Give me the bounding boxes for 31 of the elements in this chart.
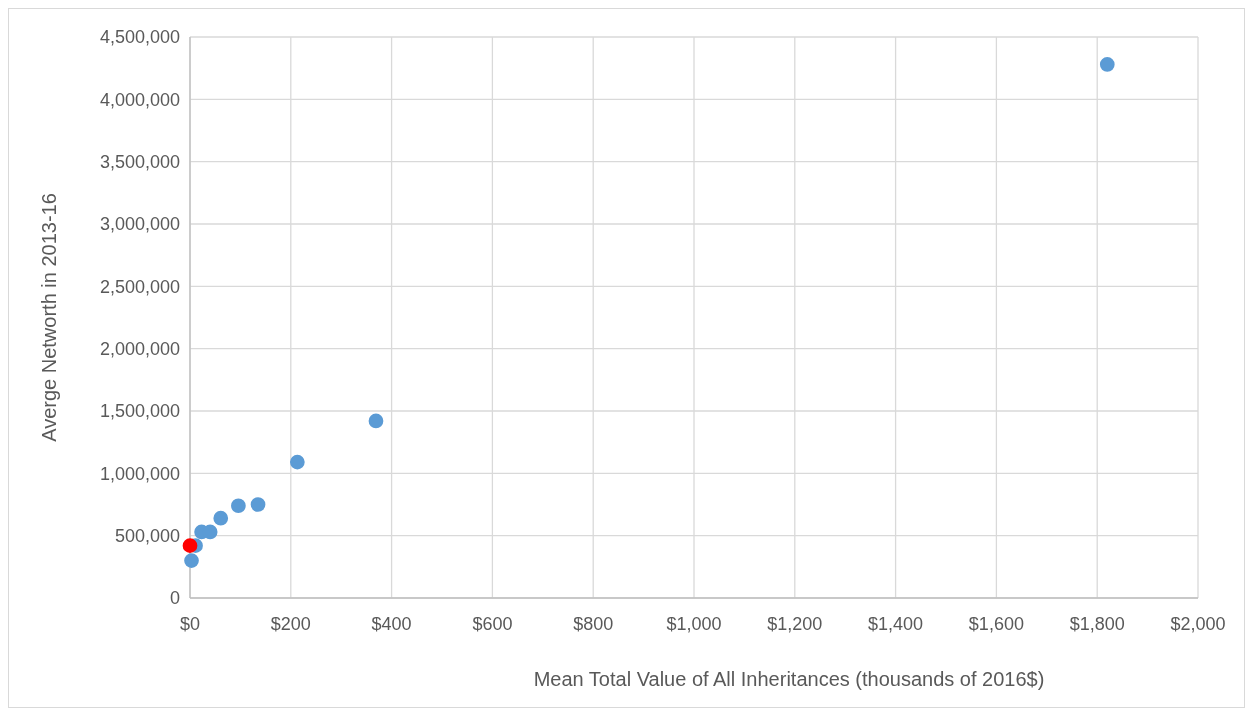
y-tick-label: 500,000 — [114, 525, 180, 546]
x-tick-label: $400 — [371, 614, 412, 634]
point — [290, 454, 305, 470]
point — [213, 510, 229, 526]
point — [368, 413, 384, 429]
x-axis-title: Mean Total Value of All Inheritances (thousands of 2016$) — [533, 668, 1045, 690]
y-tick-label: 4,500,000 — [99, 27, 180, 48]
y-tick-label: 4,000,000 — [99, 89, 180, 110]
x-tick-label: $1,400 — [868, 614, 924, 634]
x-tick-label: $2,000 — [1170, 614, 1226, 634]
x-tick-label: $1,000 — [666, 614, 722, 634]
y-tick-label: 0 — [169, 588, 180, 609]
x-tick-label: $600 — [472, 614, 513, 634]
point — [250, 497, 266, 512]
y-tick-label: 3,500,000 — [99, 151, 180, 172]
x-tick-label: $1,600 — [968, 614, 1024, 634]
point — [184, 553, 199, 568]
y-tick-label: 2,000,000 — [99, 338, 180, 359]
y-tick-label: 1,000,000 — [99, 463, 180, 484]
x-tick-label: $1,200 — [767, 614, 823, 634]
x-tick-label: $0 — [179, 614, 201, 634]
y-axis-title: Averge Networth in 2013-16 — [38, 193, 60, 442]
point — [1099, 57, 1115, 72]
x-tick-label: $800 — [573, 614, 614, 634]
y-tick-label: 2,500,000 — [99, 276, 180, 297]
x-tick-label: $200 — [270, 614, 311, 634]
point — [231, 498, 246, 514]
y-tick-label: 3,000,000 — [99, 214, 180, 235]
point — [182, 538, 198, 553]
x-tick-label: $1,800 — [1069, 614, 1125, 634]
y-tick-label: 1,500,000 — [99, 401, 180, 422]
